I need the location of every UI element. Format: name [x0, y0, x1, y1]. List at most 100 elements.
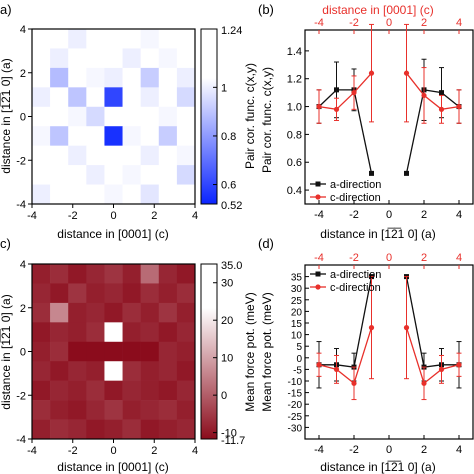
x-tick-label: 0 [110, 210, 116, 222]
heatmap-cell [50, 106, 69, 127]
heatmap-cell [86, 29, 105, 49]
series-line [405, 327, 460, 385]
heatmap-cell [140, 87, 160, 108]
data-point-circle [421, 92, 427, 99]
heatmap-cell [86, 419, 105, 440]
heatmap-cell [68, 29, 87, 49]
x-tick-label: 2 [151, 445, 157, 457]
series-line [318, 327, 373, 385]
heatmap-cell [68, 48, 87, 69]
top-tick-label: 0 [386, 17, 392, 29]
y-tick-label: 0 [20, 347, 26, 359]
heatmap-cell [140, 48, 160, 69]
y-tick-label: 4 [20, 259, 26, 271]
heatmap-cell [104, 165, 123, 185]
heatmap-cell [158, 145, 178, 166]
y-tick-label: -10 [288, 377, 303, 388]
heatmap-cell [140, 67, 160, 88]
legend-label: a-direction [330, 179, 381, 191]
heatmap-cell [68, 87, 87, 108]
heatmap-cell [158, 126, 178, 146]
heatmap-cell [158, 419, 178, 440]
heatmap-cell [104, 67, 123, 88]
data-point-circle [333, 366, 340, 372]
x-axis-label-a: distance in [0001] (c) [57, 227, 168, 241]
data-point-circle [403, 325, 410, 331]
heatmap-cell [32, 87, 51, 108]
heatmap-cell [176, 361, 196, 381]
heatmap-cell [68, 184, 87, 205]
panel-label-a: a) [0, 2, 12, 17]
heatmap-cell [122, 145, 141, 166]
series-line [319, 276, 373, 368]
heatmap-cell [68, 322, 87, 343]
heatmap-cell [176, 29, 196, 49]
heatmap-cell [50, 48, 69, 69]
heatmap-cell [104, 400, 123, 420]
heatmap-cell [176, 400, 196, 420]
heatmap-cell [50, 283, 69, 304]
heatmap-cell [104, 106, 123, 127]
heatmap-cell [86, 165, 105, 185]
top-tick-label: -4 [314, 17, 324, 29]
heatmap-cell [68, 302, 87, 323]
heatmap-cell [140, 165, 160, 185]
heatmap-cell [158, 322, 178, 343]
heatmap-cell [104, 283, 123, 304]
series-line [405, 276, 459, 368]
heatmap-cell [32, 322, 51, 343]
heatmap-cell [86, 302, 105, 323]
panel-b: (b) distance in [0001] (c) -4 -2 0 2 4 -4 -2 0 2… [258, 2, 474, 241]
data-point-circle [351, 90, 357, 96]
heatmap-cell [122, 165, 141, 185]
heatmap-cell [104, 48, 123, 69]
heatmap-cell [122, 106, 141, 127]
colorbar-tick-label: 30 [221, 278, 233, 290]
heatmap-cell [158, 29, 178, 49]
heatmap-cell [32, 419, 51, 440]
heatmap-cell [104, 419, 123, 440]
heatmap-cell [140, 361, 160, 381]
heatmap-cell [104, 184, 123, 205]
heatmap-c [32, 264, 196, 440]
y-tick-label: -30 [288, 423, 303, 434]
y-tick-label: -5 [293, 365, 302, 376]
legend-label: c-direction [330, 282, 381, 294]
x-tick-label: -2 [68, 210, 78, 222]
heatmap-cell [158, 400, 178, 420]
y-tick-label: 1.4 [287, 46, 302, 58]
y-tick-label: 0 [296, 354, 302, 365]
heatmap-cell [50, 264, 69, 284]
heatmap-cell [86, 341, 105, 362]
heatmap-cell [104, 145, 123, 166]
heatmap-cell [50, 126, 69, 146]
heatmap-cell [86, 380, 105, 401]
heatmap-cell [50, 302, 69, 323]
top-tick-label: 2 [421, 252, 427, 264]
y-tick-label: 2 [20, 68, 26, 80]
y-tick-label: -15 [288, 389, 303, 400]
y-tick-label: 0 [20, 112, 26, 124]
heatmap-cell [122, 87, 141, 108]
heatmap-cell [140, 184, 160, 205]
data-point-circle [351, 380, 357, 386]
heatmap-cell [68, 341, 87, 362]
data-point-circle [456, 103, 462, 110]
heatmap-cell [104, 264, 123, 284]
heatmap-cell [176, 264, 196, 284]
series-line [318, 89, 373, 174]
heatmap-cell [122, 126, 141, 146]
top-tick-label: -2 [349, 252, 359, 264]
colorbar-tick-label: 20 [221, 315, 233, 327]
colorbar-c-label: Mean force pot. (meV) [243, 292, 257, 411]
heatmap-cell [32, 400, 51, 420]
heatmap-cell [32, 165, 51, 185]
heatmap-cell [32, 283, 51, 304]
heatmap-cell [140, 400, 160, 420]
colorbar-c-ticks: 30 20 10 0 -10 [213, 278, 237, 440]
heatmap-cell [140, 302, 160, 323]
data-point-circle [438, 366, 445, 372]
heatmap-cell [68, 400, 87, 420]
heatmap-cell [140, 283, 160, 304]
data-point-square [439, 90, 444, 96]
